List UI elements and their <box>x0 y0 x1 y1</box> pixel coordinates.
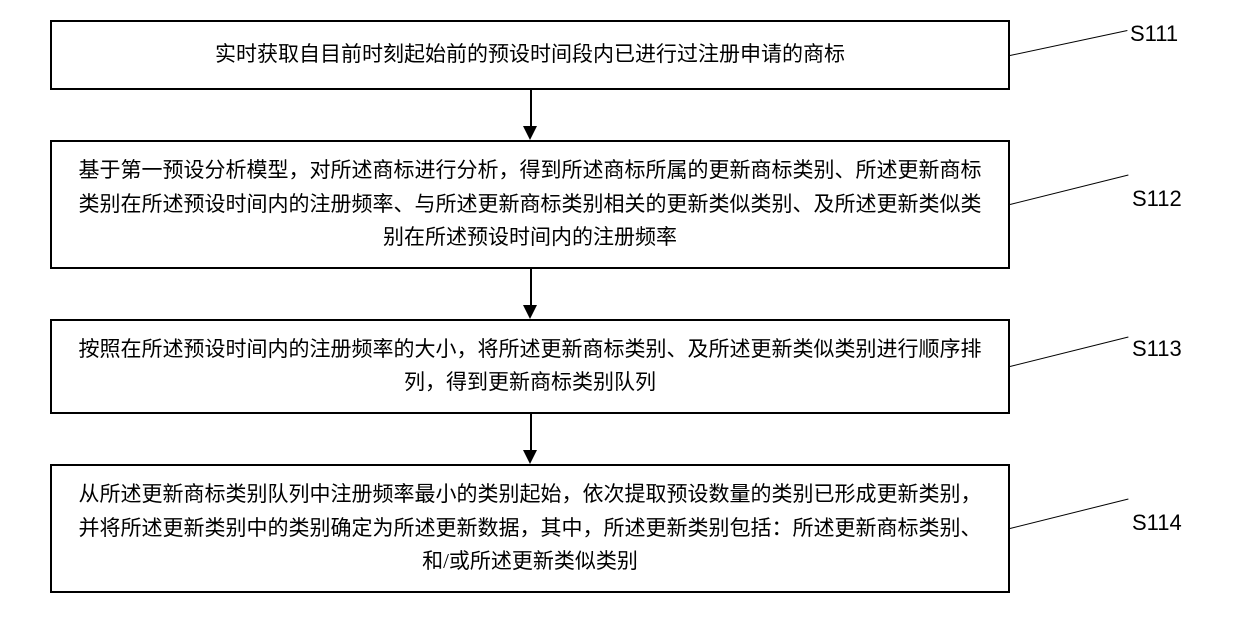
flow-step-row: 从所述更新商标类别队列中注册频率最小的类别起始，依次提取预设数量的类别已形成更新… <box>50 464 1190 593</box>
leader-line <box>1010 499 1129 529</box>
flow-step-box: 实时获取自目前时刻起始前的预设时间段内已进行过注册申请的商标 <box>50 20 1010 90</box>
step-label-area: S114 <box>1010 468 1190 588</box>
step-label: S113 <box>1132 336 1182 362</box>
flow-step-box: 从所述更新商标类别队列中注册频率最小的类别起始，依次提取预设数量的类别已形成更新… <box>50 464 1010 593</box>
flowchart-container: 实时获取自目前时刻起始前的预设时间段内已进行过注册申请的商标 S111 基于第一预设… <box>50 20 1190 593</box>
step-label-area: S112 <box>1010 144 1190 264</box>
arrow-line <box>530 90 532 128</box>
flow-step-box: 基于第一预设分析模型，对所述商标进行分析，得到所述商标所属的更新商标类别、所述更… <box>50 140 1010 269</box>
flow-arrow <box>50 414 1010 464</box>
arrow-line <box>530 414 532 452</box>
step-label-area: S113 <box>1010 321 1190 411</box>
arrow-line <box>530 269 532 307</box>
flow-arrow <box>50 269 1010 319</box>
arrow-head-icon <box>523 126 537 140</box>
arrow-head-icon <box>523 305 537 319</box>
flow-step-row: 基于第一预设分析模型，对所述商标进行分析，得到所述商标所属的更新商标类别、所述更… <box>50 140 1190 269</box>
leader-line <box>1010 30 1128 56</box>
step-label: S112 <box>1132 186 1182 212</box>
leader-line <box>1010 175 1129 205</box>
step-label: S114 <box>1132 510 1182 536</box>
flow-step-row: 实时获取自目前时刻起始前的预设时间段内已进行过注册申请的商标 S111 <box>50 20 1190 90</box>
flow-step-row: 按照在所述预设时间内的注册频率的大小，将所述更新商标类别、及所述更新类似类别进行… <box>50 319 1190 414</box>
arrow-head-icon <box>523 450 537 464</box>
flow-step-box: 按照在所述预设时间内的注册频率的大小，将所述更新商标类别、及所述更新类似类别进行… <box>50 319 1010 414</box>
flow-arrow <box>50 90 1010 140</box>
leader-line <box>1010 337 1129 367</box>
step-label-area: S111 <box>1010 20 1190 90</box>
step-label: S111 <box>1130 21 1178 47</box>
